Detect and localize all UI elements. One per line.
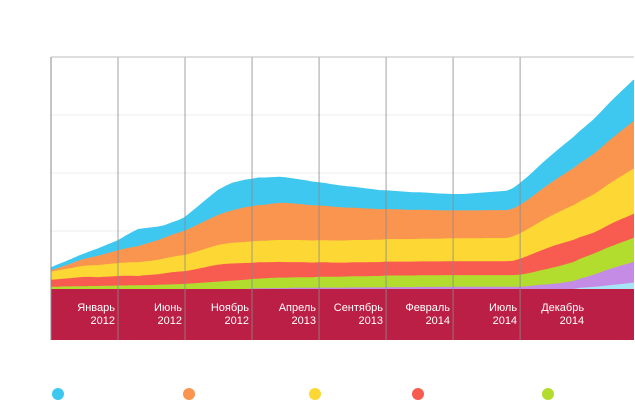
x-tick-label-year: 2012 <box>158 315 182 327</box>
series-area-3 <box>51 237 634 289</box>
x-tick-label-month: Январь <box>77 302 115 314</box>
x-tick-label-year: 2013 <box>292 315 316 327</box>
series-area-6 <box>51 120 634 272</box>
x-axis-band <box>51 289 634 340</box>
x-tick-label-month: Сентябрь <box>334 302 384 314</box>
x-tick-label-month: Апрель <box>279 302 317 314</box>
x-tick-label-month: Февраль <box>405 302 450 314</box>
x-tick-label-year: 2014 <box>560 315 584 327</box>
series-area-4 <box>51 213 634 287</box>
x-tick-label-year: 2012 <box>225 315 249 327</box>
x-tick-label-month: Ноябрь <box>211 302 249 314</box>
x-tick-label-month: Июль <box>489 302 517 314</box>
x-tick-label-year: 2013 <box>359 315 383 327</box>
x-tick-label-month: Декабрь <box>541 302 584 314</box>
series-area-2 <box>51 261 634 289</box>
x-tick-label-month: Июнь <box>154 302 182 314</box>
x-tick-label-year: 2014 <box>493 315 517 327</box>
series-area-7 <box>51 80 634 271</box>
series-line-7 <box>50 79 635 269</box>
x-tick-label-year: 2012 <box>91 315 115 327</box>
x-tick-label-year: 2014 <box>426 315 450 327</box>
